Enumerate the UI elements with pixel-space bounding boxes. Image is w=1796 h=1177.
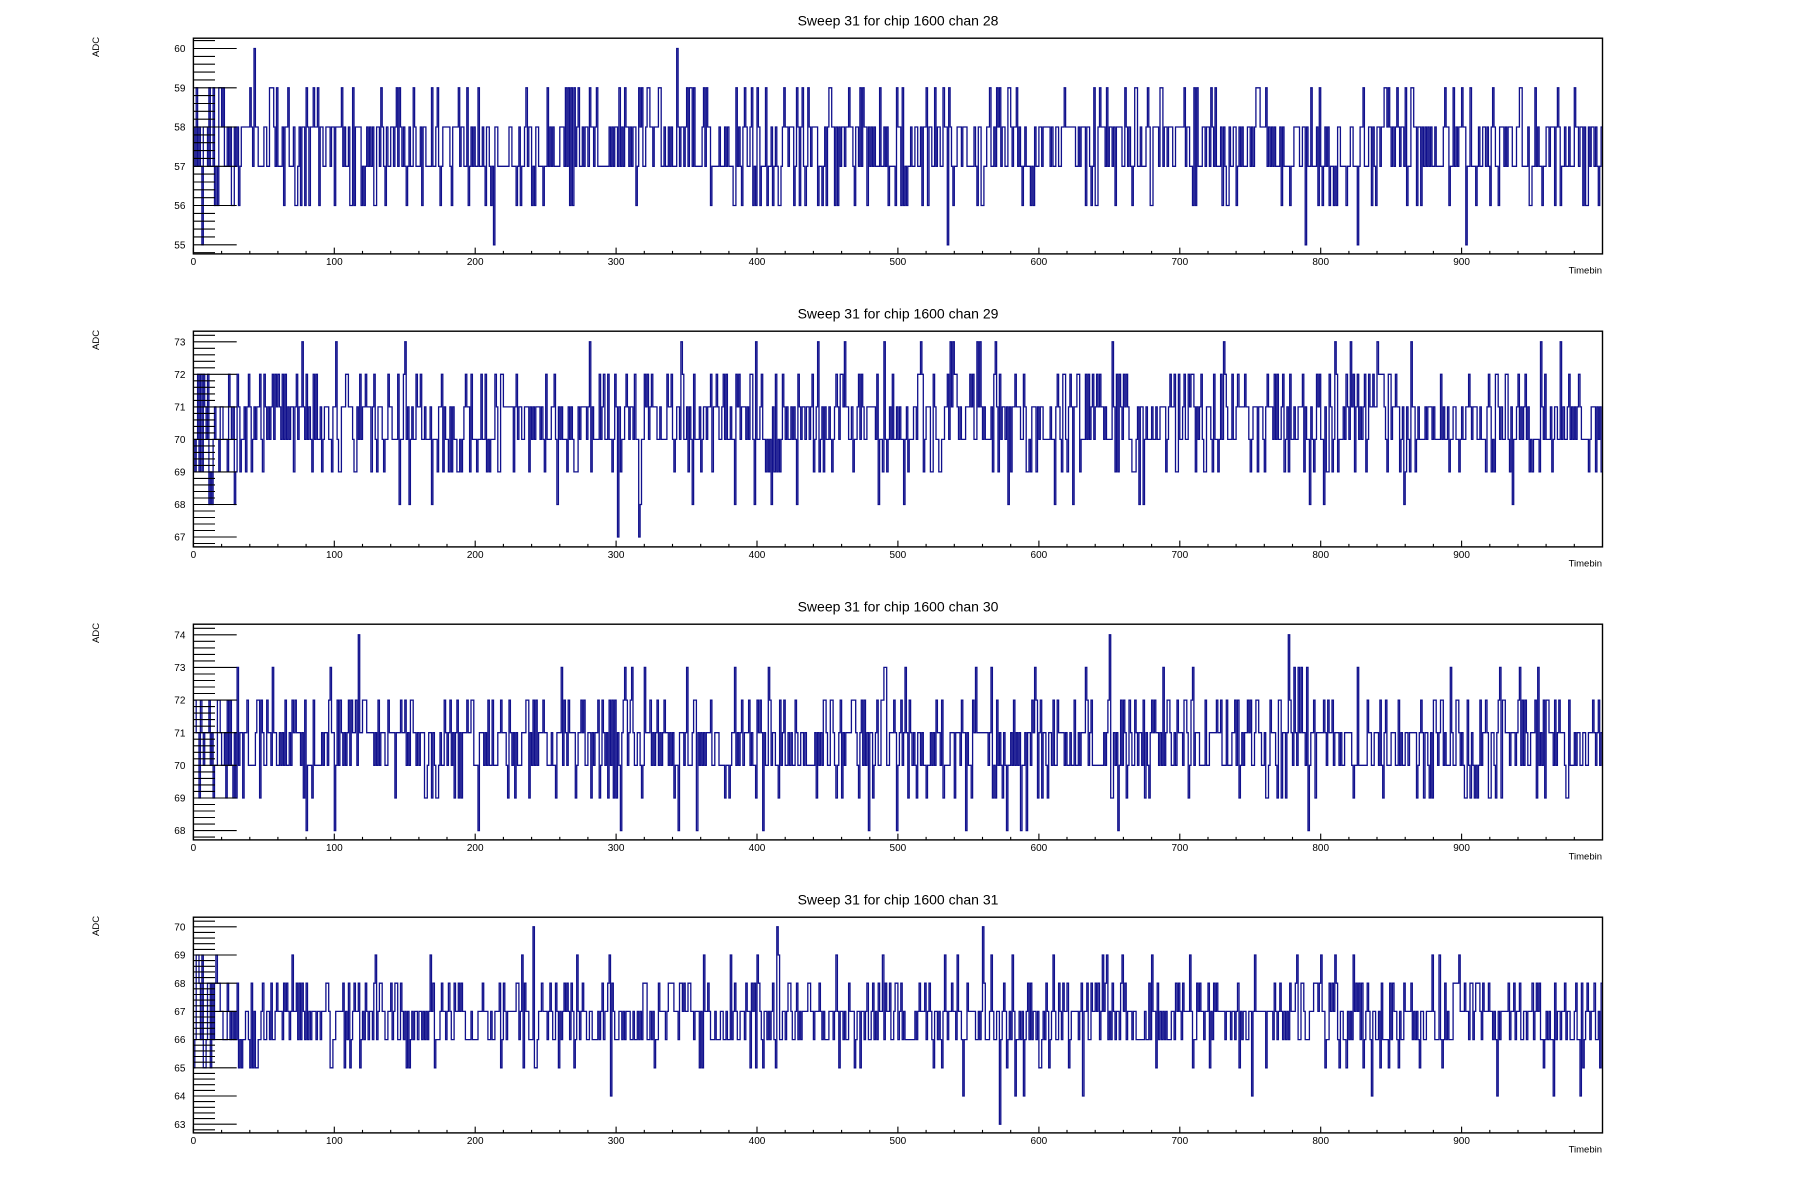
svg-text:68: 68 — [174, 826, 186, 837]
svg-text:Sweep 31 for chip 1600 chan 28: Sweep 31 for chip 1600 chan 28 — [798, 13, 999, 29]
svg-text:70: 70 — [174, 435, 186, 446]
svg-text:72: 72 — [174, 696, 186, 707]
svg-text:200: 200 — [467, 550, 484, 561]
svg-text:100: 100 — [326, 550, 343, 561]
svg-text:71: 71 — [174, 403, 186, 414]
svg-text:0: 0 — [191, 257, 197, 268]
svg-text:200: 200 — [467, 257, 484, 268]
svg-text:700: 700 — [1171, 257, 1188, 268]
svg-text:72: 72 — [174, 370, 186, 381]
svg-text:500: 500 — [890, 843, 907, 854]
svg-text:900: 900 — [1453, 550, 1470, 561]
svg-text:ADC: ADC — [91, 916, 102, 936]
svg-text:100: 100 — [326, 1136, 343, 1147]
svg-text:73: 73 — [174, 337, 186, 348]
svg-text:600: 600 — [1031, 550, 1048, 561]
svg-text:800: 800 — [1312, 843, 1329, 854]
svg-text:70: 70 — [174, 761, 186, 772]
svg-text:400: 400 — [749, 843, 766, 854]
svg-text:67: 67 — [174, 533, 186, 544]
svg-text:800: 800 — [1312, 1136, 1329, 1147]
svg-text:65: 65 — [174, 1063, 186, 1074]
svg-text:400: 400 — [749, 257, 766, 268]
svg-text:200: 200 — [467, 843, 484, 854]
svg-text:400: 400 — [749, 550, 766, 561]
svg-text:300: 300 — [608, 550, 625, 561]
svg-text:900: 900 — [1453, 1136, 1470, 1147]
svg-text:300: 300 — [608, 257, 625, 268]
svg-text:100: 100 — [326, 843, 343, 854]
svg-text:55: 55 — [174, 240, 186, 251]
svg-text:800: 800 — [1312, 550, 1329, 561]
svg-text:69: 69 — [174, 794, 186, 805]
svg-text:200: 200 — [467, 1136, 484, 1147]
svg-text:67: 67 — [174, 1007, 186, 1018]
svg-text:74: 74 — [174, 630, 186, 641]
svg-text:60: 60 — [174, 44, 186, 55]
svg-text:0: 0 — [191, 843, 197, 854]
svg-text:69: 69 — [174, 951, 186, 962]
svg-text:63: 63 — [174, 1120, 186, 1131]
svg-text:400: 400 — [749, 1136, 766, 1147]
svg-text:700: 700 — [1171, 843, 1188, 854]
svg-text:Sweep 31 for chip 1600 chan 30: Sweep 31 for chip 1600 chan 30 — [798, 599, 999, 615]
svg-text:71: 71 — [174, 728, 186, 739]
svg-text:100: 100 — [326, 257, 343, 268]
svg-text:66: 66 — [174, 1035, 186, 1046]
svg-text:700: 700 — [1171, 1136, 1188, 1147]
svg-text:58: 58 — [174, 123, 186, 134]
svg-text:500: 500 — [890, 257, 907, 268]
svg-text:56: 56 — [174, 201, 186, 212]
svg-text:300: 300 — [608, 843, 625, 854]
svg-text:900: 900 — [1453, 843, 1470, 854]
svg-text:68: 68 — [174, 500, 186, 511]
svg-text:600: 600 — [1031, 1136, 1048, 1147]
svg-text:ADC: ADC — [91, 623, 102, 643]
svg-text:Timebin: Timebin — [1569, 266, 1602, 277]
svg-text:64: 64 — [174, 1092, 186, 1103]
svg-text:ADC: ADC — [91, 37, 102, 57]
svg-text:300: 300 — [608, 1136, 625, 1147]
svg-text:Timebin: Timebin — [1569, 1145, 1602, 1156]
svg-text:ADC: ADC — [91, 330, 102, 350]
svg-text:73: 73 — [174, 663, 186, 674]
svg-text:900: 900 — [1453, 257, 1470, 268]
svg-text:Timebin: Timebin — [1569, 559, 1602, 570]
svg-text:Sweep 31 for chip 1600 chan 31: Sweep 31 for chip 1600 chan 31 — [798, 892, 999, 908]
svg-text:700: 700 — [1171, 550, 1188, 561]
svg-text:68: 68 — [174, 979, 186, 990]
svg-text:500: 500 — [890, 1136, 907, 1147]
svg-text:800: 800 — [1312, 257, 1329, 268]
svg-text:70: 70 — [174, 922, 186, 933]
svg-text:57: 57 — [174, 162, 186, 173]
svg-text:Timebin: Timebin — [1569, 852, 1602, 863]
svg-text:59: 59 — [174, 83, 186, 94]
svg-text:600: 600 — [1031, 257, 1048, 268]
svg-text:Sweep 31 for chip 1600 chan 29: Sweep 31 for chip 1600 chan 29 — [798, 306, 999, 322]
svg-text:0: 0 — [191, 550, 197, 561]
svg-text:600: 600 — [1031, 843, 1048, 854]
svg-text:69: 69 — [174, 468, 186, 479]
svg-text:0: 0 — [191, 1136, 197, 1147]
svg-text:500: 500 — [890, 550, 907, 561]
